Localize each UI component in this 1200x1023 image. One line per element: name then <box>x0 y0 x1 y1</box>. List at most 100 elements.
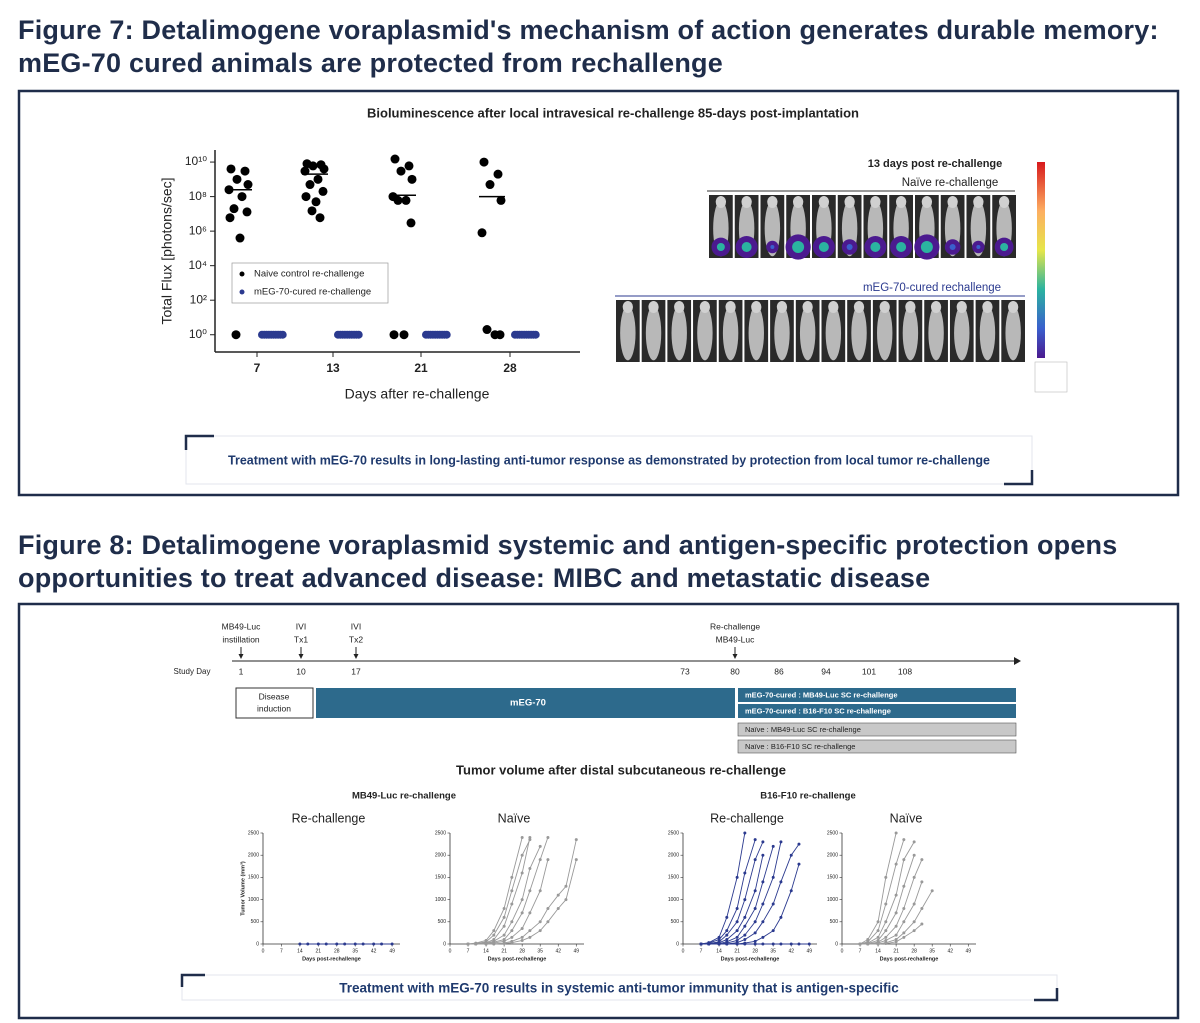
data-point <box>725 942 729 946</box>
data-point <box>396 166 406 176</box>
mouse-body <box>645 305 662 361</box>
data-point <box>538 929 542 933</box>
data-point <box>735 875 739 879</box>
data-point <box>510 929 514 933</box>
imaging-title: 13 days post re-challenge <box>868 158 1003 170</box>
data-point <box>393 195 403 205</box>
data-point <box>779 942 783 946</box>
data-point <box>510 902 514 906</box>
y-tick-label: 10⁸ <box>189 189 207 203</box>
mouse-body <box>774 305 790 361</box>
y-tick-label: 10⁶ <box>189 223 207 237</box>
data-point <box>520 935 524 939</box>
data-point <box>771 942 775 946</box>
data-point <box>894 862 898 866</box>
data-point <box>502 933 506 937</box>
mouse-head <box>879 301 890 313</box>
legend-marker <box>239 271 245 277</box>
x-tick-label: 7 <box>254 361 261 375</box>
x-tick-label: 14 <box>483 948 489 954</box>
timeline-day: 94 <box>821 666 831 676</box>
event-label: Re-challenge <box>710 621 760 631</box>
timeline-day: 108 <box>898 666 912 676</box>
data-point <box>237 192 247 202</box>
imaging-label: Naïve re-challenge <box>902 177 999 189</box>
series-line <box>700 841 764 945</box>
data-point <box>753 939 757 943</box>
caption-box <box>181 974 1058 1001</box>
data-point <box>502 924 506 928</box>
y-tick-label: 10¹⁰ <box>185 154 207 168</box>
data-point <box>876 929 880 933</box>
mouse-head <box>998 196 1010 208</box>
x-tick-label: 42 <box>371 948 377 954</box>
x-axis-label: Days post-rechallenge <box>721 956 780 962</box>
mouse-head <box>741 196 752 208</box>
data-point <box>474 942 478 946</box>
data-point <box>278 330 287 339</box>
data-point <box>753 931 757 935</box>
y-tick-label: 2500 <box>435 830 446 836</box>
timeline-axis-label: Study Day <box>174 667 211 676</box>
data-point <box>229 204 239 214</box>
data-point <box>556 906 560 910</box>
chart-title: Re-challenge <box>292 811 366 825</box>
data-point <box>335 942 339 946</box>
data-point <box>912 875 916 879</box>
x-tick-label: 35 <box>537 948 543 954</box>
data-point <box>520 871 524 875</box>
mouse-head <box>870 196 881 208</box>
x-tick-label: 7 <box>280 948 283 954</box>
data-point <box>538 889 542 893</box>
caption-corner <box>180 973 1059 1002</box>
timeline-arrow <box>1014 657 1021 665</box>
mouse-body <box>825 305 842 361</box>
group-title: MB49-Luc re-challenge <box>352 791 456 802</box>
data-point <box>717 938 721 942</box>
data-point <box>761 920 765 924</box>
data-point <box>538 920 542 924</box>
data-point <box>528 929 532 933</box>
data-point <box>753 906 757 910</box>
data-point <box>735 929 739 933</box>
group-bar <box>738 704 1016 718</box>
mouse-head <box>982 301 993 313</box>
event-label: MB49-Luc <box>222 621 261 631</box>
y-tick-label: 0 <box>443 941 446 947</box>
timeline-day: 86 <box>774 666 784 676</box>
signal <box>846 244 853 250</box>
x-tick-label: 21 <box>734 948 740 954</box>
x-tick-label: 7 <box>467 948 470 954</box>
chart-title: Naïve <box>498 811 531 825</box>
y-tick-label: 1500 <box>827 875 838 881</box>
colorbar-legend <box>1034 361 1068 393</box>
data-point <box>725 938 729 942</box>
mouse-body <box>799 305 816 361</box>
mouse-head <box>828 301 839 313</box>
phase-label: induction <box>257 703 291 713</box>
data-point <box>735 942 739 946</box>
data-point <box>528 889 532 893</box>
data-point <box>479 157 489 167</box>
data-point <box>884 929 888 933</box>
x-tick-label: 28 <box>503 361 517 375</box>
y-tick-label: 0 <box>835 941 838 947</box>
data-point <box>399 330 409 340</box>
data-point <box>884 938 888 942</box>
imaging-label: mEG-70-cured rechallenge <box>863 282 1001 294</box>
event-arrowhead <box>732 654 738 659</box>
mouse-head <box>699 301 711 313</box>
data-point <box>495 330 505 340</box>
data-point <box>301 192 311 202</box>
group-label: mEG-70-cured : MB49-Luc SC re-challenge <box>745 690 898 699</box>
mouse-head <box>844 196 855 208</box>
data-point <box>894 911 898 915</box>
data-point <box>894 933 898 937</box>
data-point <box>894 924 898 928</box>
data-point <box>699 942 703 946</box>
data-point <box>564 898 568 902</box>
data-point <box>492 942 496 946</box>
data-point <box>743 933 747 937</box>
series-line <box>860 881 923 945</box>
x-tick-label: 28 <box>911 948 917 954</box>
